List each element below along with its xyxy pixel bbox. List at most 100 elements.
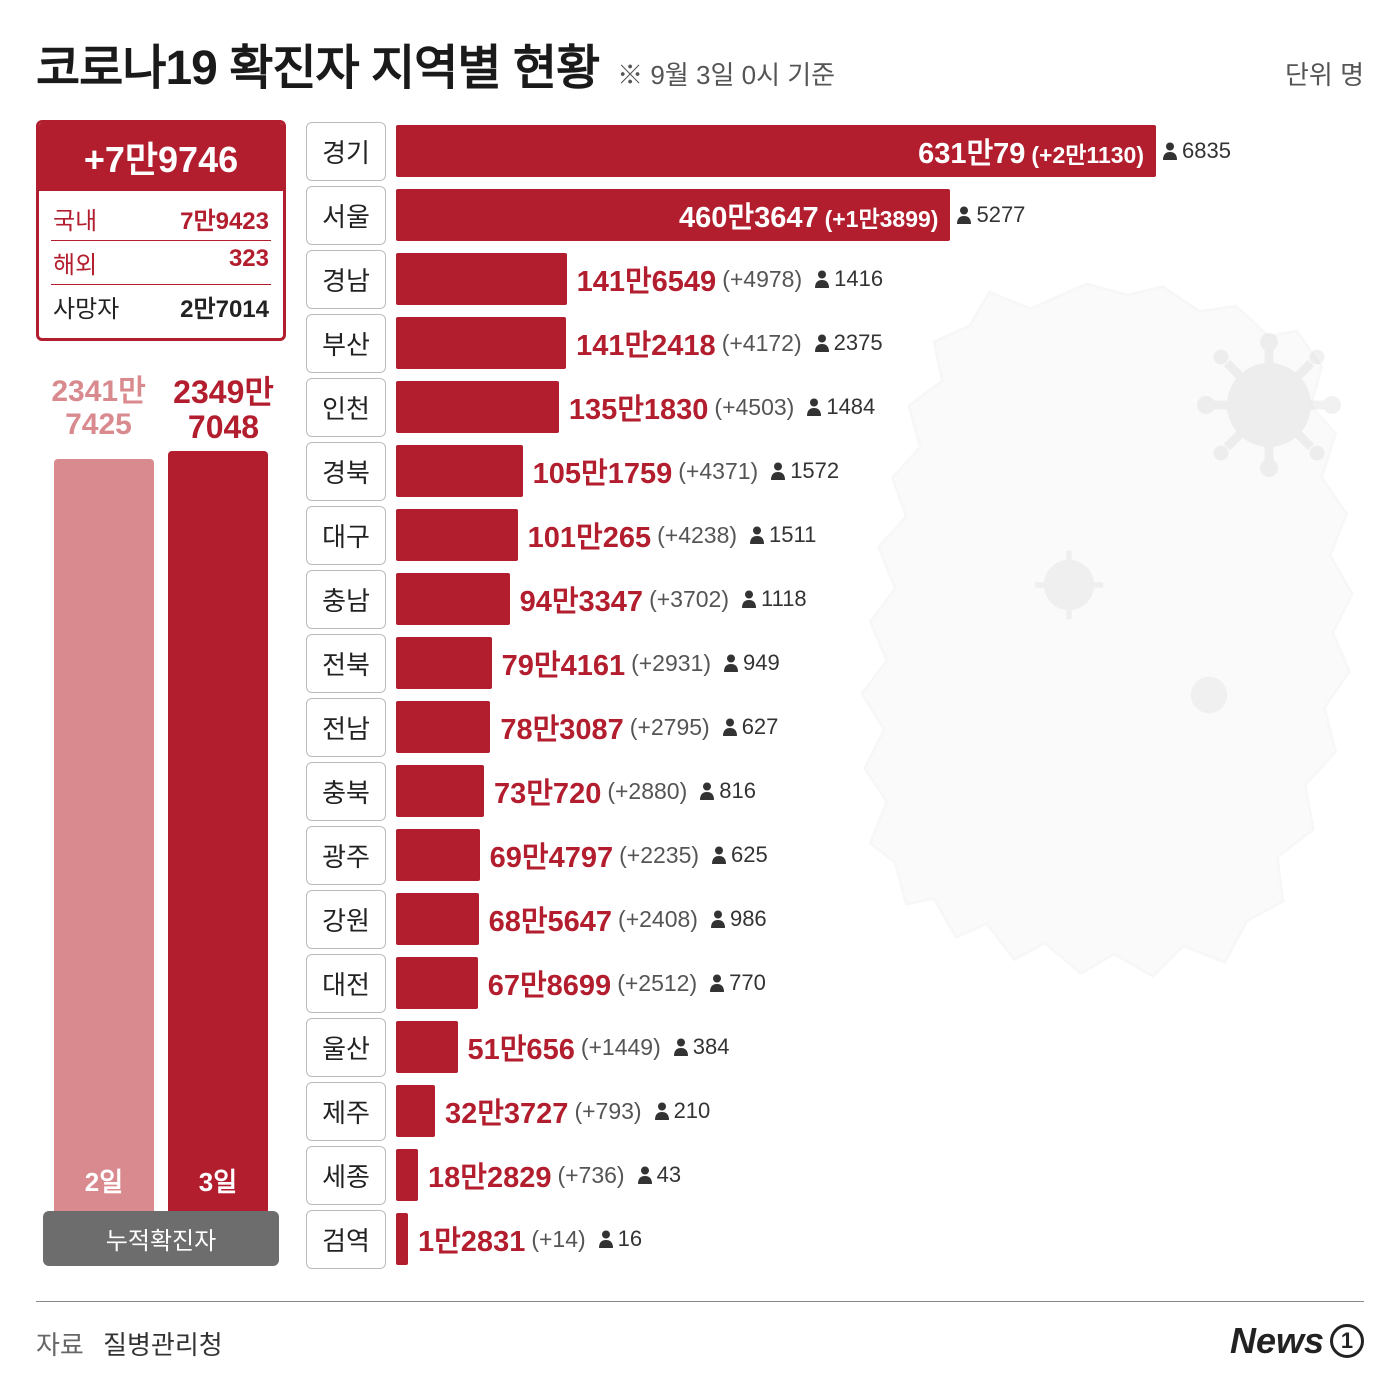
region-deaths: 1484	[806, 394, 875, 420]
region-name: 충남	[306, 570, 386, 629]
region-delta: (+2795)	[630, 714, 710, 741]
region-name: 강원	[306, 890, 386, 949]
region-delta: (+2931)	[631, 650, 711, 677]
person-icon	[699, 782, 715, 800]
logo-text: News	[1230, 1320, 1324, 1362]
content: +7만9746 국내7만9423해외323사망자2만7014 2341만 742…	[0, 110, 1400, 1295]
region-total: 101만265	[528, 514, 651, 556]
summary-row-value: 323	[229, 245, 269, 280]
region-deaths: 627	[722, 714, 779, 740]
region-delta: (+14)	[531, 1226, 585, 1253]
region-bar	[396, 701, 490, 753]
region-name: 대전	[306, 954, 386, 1013]
region-delta: (+4371)	[678, 458, 758, 485]
region-row: 전남 78만3087 (+2795) 627	[306, 696, 1364, 758]
summary-row-label: 해외	[53, 245, 97, 280]
person-icon	[722, 718, 738, 736]
region-row: 광주 69만4797(+2235) 625	[306, 824, 1364, 886]
region-total: 135만1830	[569, 386, 709, 428]
bar-wrap: 73만720(+2880)816	[396, 760, 1364, 822]
region-delta: (+2880)	[607, 778, 687, 805]
bar-wrap: 51만656(+1449)384	[396, 1016, 1364, 1078]
subtitle: ※ 9월 3일 0시 기준	[617, 55, 835, 92]
summary-row-value: 2만7014	[180, 289, 269, 324]
person-icon	[711, 846, 727, 864]
bar-wrap: 141만2418(+4172)2375	[396, 312, 1364, 374]
region-delta: (+2512)	[617, 970, 697, 997]
cumulative-curr-label: 2349만 7048	[161, 375, 286, 445]
region-delta: (+1449)	[581, 1034, 661, 1061]
region-row: 세종18만2829(+736)43	[306, 1144, 1364, 1206]
region-total: 78만3087	[500, 706, 623, 748]
summary-row: 해외 323	[51, 241, 271, 285]
cumulative-prev-label: 2341만 7425	[36, 375, 161, 445]
region-delta: (+4978)	[722, 266, 802, 293]
news1-logo: News 1	[1230, 1320, 1364, 1362]
person-icon	[723, 654, 739, 672]
region-deaths: 384	[673, 1034, 730, 1060]
summary-row-label: 사망자	[53, 289, 119, 324]
region-bar	[396, 893, 479, 945]
cumulative-chart: 2341만 7425 2349만 7048 2일 3일 누적확진자	[36, 375, 286, 1295]
region-delta: (+2235)	[619, 842, 699, 869]
region-bar	[396, 1149, 418, 1201]
summary-box: +7만9746 국내7만9423해외323사망자2만7014	[36, 120, 286, 341]
bar-wrap: 32만3727(+793)210	[396, 1080, 1364, 1142]
region-total: 460만3647	[679, 194, 819, 236]
logo-number: 1	[1330, 1324, 1364, 1358]
person-icon	[749, 526, 765, 544]
region-row: 경남141만6549(+4978)1416	[306, 248, 1364, 310]
region-row: 충남94만3347(+3702)1118	[306, 568, 1364, 630]
region-name: 광주	[306, 826, 386, 885]
region-row: 검역1만2831(+14)16	[306, 1208, 1364, 1270]
region-rows: 경기631만79(+2만1130)6835서울460만3647(+1만3899)…	[306, 120, 1364, 1270]
region-bar	[396, 765, 484, 817]
region-name: 부산	[306, 314, 386, 373]
person-icon	[741, 590, 757, 608]
region-bar	[396, 253, 567, 305]
person-icon	[654, 1102, 670, 1120]
region-delta: (+736)	[557, 1162, 624, 1189]
region-total: 67만8699	[488, 962, 611, 1004]
region-name: 전남	[306, 698, 386, 757]
bar-wrap: 69만4797(+2235) 625	[396, 824, 1364, 886]
region-name: 대구	[306, 506, 386, 565]
region-row: 경기631만79(+2만1130)6835	[306, 120, 1364, 182]
region-name: 경북	[306, 442, 386, 501]
region-row: 제주32만3727(+793)210	[306, 1080, 1364, 1142]
region-name: 인천	[306, 378, 386, 437]
region-name: 검역	[306, 1210, 386, 1269]
region-deaths: 1118	[741, 586, 807, 612]
left-panel: +7만9746 국내7만9423해외323사망자2만7014 2341만 742…	[36, 120, 286, 1295]
footer: 자료 질병관리청 News 1	[36, 1301, 1364, 1362]
region-total: 69만4797	[490, 834, 613, 876]
region-row: 충북73만720(+2880)816	[306, 760, 1364, 822]
region-name: 경남	[306, 250, 386, 309]
summary-rows: 국내7만9423해외323사망자2만7014	[39, 191, 283, 338]
bar-wrap: 68만5647(+2408)986	[396, 888, 1364, 950]
cumulative-bar-curr-label: 3일	[199, 1162, 237, 1199]
region-deaths: 816	[699, 778, 756, 804]
source: 자료 질병관리청	[36, 1325, 223, 1362]
header: 코로나19 확진자 지역별 현황 ※ 9월 3일 0시 기준 단위 명	[0, 0, 1400, 110]
bar-wrap: 101만265(+4238)1511	[396, 504, 1364, 566]
region-deaths: 625	[711, 842, 768, 868]
cumulative-bars: 2일 3일	[36, 451, 286, 1211]
region-bar	[396, 1213, 408, 1265]
region-deaths: 5277	[956, 202, 1025, 228]
region-bar	[396, 637, 492, 689]
cumulative-prev-top: 2341만	[51, 375, 145, 408]
region-total: 18만2829	[428, 1154, 551, 1196]
region-row: 부산141만2418(+4172)2375	[306, 312, 1364, 374]
region-deaths: 770	[709, 970, 766, 996]
region-name: 울산	[306, 1018, 386, 1077]
region-row: 경북105만1759(+4371)1572	[306, 440, 1364, 502]
region-deaths: 986	[710, 906, 767, 932]
region-name: 세종	[306, 1146, 386, 1205]
bar-wrap: 135만1830(+4503)1484	[396, 376, 1364, 438]
region-row: 대전 67만8699(+2512) 770	[306, 952, 1364, 1014]
person-icon	[709, 974, 725, 992]
region-bar	[396, 957, 478, 1009]
region-name: 경기	[306, 122, 386, 181]
region-bar: 631만79(+2만1130)	[396, 125, 1156, 177]
